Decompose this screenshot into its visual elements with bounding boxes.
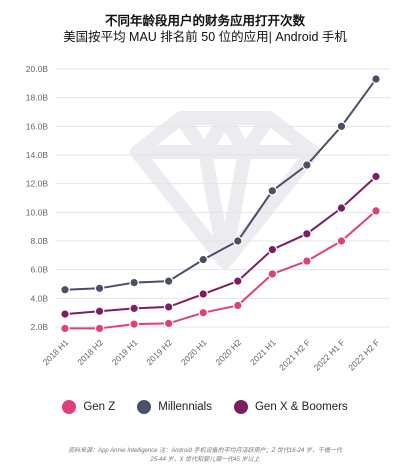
data-point	[129, 277, 139, 288]
x-tick-label: 2021 H2 F	[277, 337, 312, 372]
legend-entry: Gen X & Boomers	[233, 400, 348, 414]
data-point	[94, 283, 105, 294]
y-tick-label: 2.0B	[31, 322, 49, 332]
y-axis: 2.0B 4.0B 6.0B 8.0B 10.0B 12.0B 14.0B 16.0B 18.0…	[26, 64, 49, 332]
data-point	[163, 318, 174, 329]
series-lines	[64, 78, 377, 330]
legend-entry: Millennials	[137, 400, 212, 414]
data-point	[60, 323, 70, 334]
data-point	[267, 244, 278, 255]
data-point	[163, 276, 174, 286]
y-tick-label: 12.0B	[26, 179, 49, 189]
x-tick-label: 2022 H1 F	[312, 337, 347, 372]
data-point	[336, 203, 347, 213]
data-point	[232, 236, 243, 246]
y-tick-label: 10.0B	[26, 207, 49, 217]
data-point	[163, 302, 174, 312]
data-point	[198, 307, 209, 318]
x-tick-label: 2018 H1	[41, 337, 71, 367]
data-point	[60, 309, 70, 319]
data-point	[267, 269, 278, 279]
gridlines	[55, 68, 390, 328]
x-tick-label: 2018 H2	[75, 337, 105, 367]
data-point	[129, 303, 139, 314]
footnote: 资料来源：App Annie Intelligence 注：Android 手机…	[0, 447, 410, 465]
x-axis: 2018 H1 2018 H2 2019 H1 2019 H2 2020 H1 2020 …	[41, 337, 382, 372]
footnote-line-1: 资料来源：App Annie Intelligence 注：Android 手机…	[68, 448, 342, 454]
legend-swatch	[62, 400, 77, 414]
diamond-watermark	[130, 111, 320, 269]
y-tick-label: 6.0B	[31, 265, 49, 275]
data-point	[129, 319, 139, 329]
series-line	[64, 175, 377, 316]
data-point	[94, 323, 105, 334]
x-tick-label: 2019 H2	[144, 337, 174, 367]
data-point	[371, 74, 381, 84]
series-line	[64, 78, 377, 291]
y-tick-label: 16.0B	[26, 121, 49, 131]
chart-legend: Gen Z Millennials Gen X & Boomers	[0, 400, 410, 414]
chart-subtitle: 美国按平均 MAU 排名前 50 位的应用| Android 手机	[63, 30, 347, 44]
data-point	[336, 236, 347, 246]
diamond-watermark-shape	[130, 111, 320, 269]
y-tick-label: 8.0B	[31, 236, 49, 246]
legend-entry: Gen Z	[62, 400, 115, 414]
x-tick-label: 2019 H1	[110, 337, 140, 367]
x-tick-label: 2020 H2	[213, 337, 243, 367]
data-point	[267, 186, 278, 196]
data-point	[371, 171, 381, 182]
data-point	[302, 229, 312, 239]
x-tick-label: 2022 H2 F	[346, 337, 381, 372]
chart-title: 不同年龄段用户的财务应用打开次数	[104, 14, 305, 28]
legend-swatch	[137, 400, 152, 414]
line-chart: 2.0B 4.0B 6.0B 8.0B 10.0B 12.0B 14.0B 16.0B 18.0…	[26, 64, 390, 372]
y-tick-label: 20.0B	[26, 64, 49, 74]
data-point	[336, 121, 347, 132]
data-point	[60, 284, 70, 295]
data-point	[302, 160, 312, 170]
legend-label: Millennials	[158, 401, 212, 413]
series-line	[65, 210, 377, 330]
data-point	[94, 306, 105, 317]
legend-label: Gen X & Boomers	[254, 401, 348, 413]
footnote-line-2: 25-44 岁，X 世代和婴儿潮一代45 岁以上	[150, 457, 260, 463]
legend-label: Gen Z	[83, 401, 116, 413]
y-tick-label: 14.0B	[26, 150, 49, 160]
x-tick-label: 2020 H1	[179, 337, 209, 367]
data-point	[198, 254, 209, 265]
y-tick-label: 18.0B	[26, 93, 49, 103]
legend-swatch	[233, 400, 248, 414]
series-points	[60, 74, 381, 334]
data-point	[302, 256, 312, 266]
y-tick-label: 4.0B	[31, 293, 49, 303]
data-point	[371, 206, 381, 216]
x-tick-label: 2021 H1	[248, 337, 278, 367]
data-point	[198, 289, 209, 299]
data-point	[232, 300, 243, 311]
data-point	[232, 276, 243, 286]
